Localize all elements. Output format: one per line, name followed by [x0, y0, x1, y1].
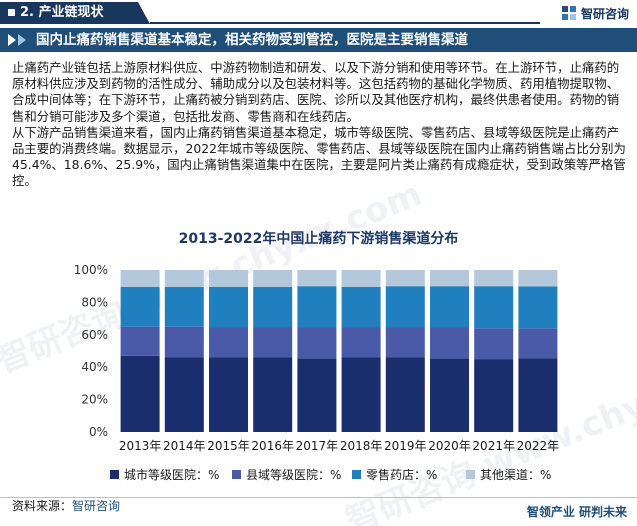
bar-segment — [120, 287, 160, 327]
bar-segment — [474, 359, 514, 432]
title-bar: 国内止痛药销售渠道基本稳定，相关药物受到管控，医院是主要销售渠道 — [0, 28, 637, 52]
bar-segment — [430, 358, 469, 432]
x-tick-label: 2017年 — [296, 439, 339, 453]
bar-segment — [430, 327, 469, 359]
zhiyan-logo-icon — [561, 6, 576, 20]
x-tick-label: 2019年 — [384, 439, 427, 453]
source-note: 资料来源：智研咨询 — [12, 496, 120, 516]
arrow-icon — [18, 34, 26, 46]
bar-segment — [253, 357, 293, 432]
arrow-icon — [8, 34, 16, 46]
x-tick-label: 2014年 — [163, 439, 206, 453]
bar-segment — [164, 287, 204, 327]
bar-segment — [341, 357, 381, 432]
legend-swatch — [110, 470, 119, 479]
stacked-bar-chart: 0%20%40%60%80%100%2013年 2014年 2015年 2016年 20… — [74, 263, 560, 482]
brand-logo: 智研咨询 — [561, 4, 629, 22]
bar-segment — [341, 270, 381, 288]
x-tick-label: 2021年 — [472, 439, 515, 453]
bar-segment — [518, 286, 558, 329]
bar-segment — [297, 358, 337, 432]
bar-segment — [474, 328, 514, 360]
bar-segment — [164, 270, 204, 288]
bar-segment — [209, 270, 248, 288]
legend-swatch — [466, 470, 475, 479]
x-tick-label: 2022年 — [517, 439, 560, 453]
legend-swatch — [352, 470, 361, 479]
footer-slogan: 智领产业 研判未来 — [526, 505, 627, 519]
x-tick-label: 2016年 — [251, 439, 294, 453]
logo-text: 智研咨询 — [580, 6, 629, 21]
bar-segment — [297, 286, 337, 328]
chart-title: 2013-2022年中国止痛药下游销售渠道分布 — [178, 231, 459, 247]
bar-segment — [120, 270, 160, 288]
bar-segment — [518, 328, 558, 359]
bar-segment — [164, 357, 204, 432]
legend-label: 城市等级医院：% — [124, 467, 219, 482]
y-tick-label: 0% — [89, 425, 108, 439]
paragraph-1: 止痛药产业链包括上游原材料供应、中游药物制造和研发、以及下游分销和使用等环节。在… — [12, 60, 620, 124]
bar-segment — [164, 326, 204, 358]
section-label: 2. 产业链现状 — [20, 5, 104, 20]
bar-segment — [430, 286, 469, 328]
bar-segment — [385, 270, 425, 287]
bar-segment — [385, 286, 425, 328]
bar-segment — [474, 286, 514, 329]
y-tick-label: 20% — [81, 393, 108, 407]
x-tick-label: 2015年 — [207, 439, 250, 453]
section-header: 2. 产业链现状 智研咨询 — [0, 0, 637, 26]
bar-segment — [297, 327, 337, 359]
bar-segment — [430, 270, 469, 287]
body-text: 止痛药产业链包括上游原材料供应、中游药物制造和研发、以及下游分销和使用等环节。在… — [12, 60, 627, 190]
source-value: 智研咨询 — [72, 499, 121, 513]
legend-label: 县域等级医院：% — [246, 468, 341, 482]
x-tick-label: 2013年 — [119, 439, 162, 453]
section-tab: 2. 产业链现状 — [0, 2, 150, 24]
bar-segment — [120, 326, 160, 356]
bar-segment — [518, 358, 558, 432]
bar-segment — [474, 270, 514, 287]
x-tick-label: 2020年 — [428, 439, 471, 453]
source-label: 资料来源： — [12, 499, 73, 513]
bar-segment — [209, 287, 248, 328]
title-text: 国内止痛药销售渠道基本稳定，相关药物受到管控，医院是主要销售渠道 — [36, 32, 468, 48]
square-icon — [8, 9, 15, 16]
paragraph-2: 从下游产品销售渠道来看，国内止痛药销售渠道基本稳定，城市等级医院、零售药店、县域… — [12, 124, 626, 189]
y-tick-label: 60% — [81, 328, 108, 342]
section-divider — [150, 22, 540, 24]
x-tick-label: 2018年 — [340, 439, 383, 453]
bar-segment — [253, 270, 293, 288]
bar-segment — [385, 357, 425, 432]
bar-segment — [253, 327, 293, 358]
bar-segment — [297, 270, 337, 287]
footer-divider — [0, 497, 637, 498]
y-tick-label: 40% — [81, 360, 108, 374]
y-tick-label: 100% — [74, 263, 108, 277]
legend-label: 其他渠道：% — [480, 468, 551, 482]
bar-segment — [209, 357, 248, 432]
bar-segment — [385, 327, 425, 358]
bar-segment — [341, 327, 381, 358]
legend-label: 零售药店：% — [366, 467, 437, 482]
bar-segment — [341, 287, 381, 328]
bar-segment — [120, 355, 160, 432]
bar-segment — [253, 287, 293, 328]
legend-swatch — [232, 470, 241, 479]
y-tick-label: 80% — [81, 295, 108, 309]
bar-segment — [209, 327, 248, 358]
bar-segment — [518, 270, 558, 287]
